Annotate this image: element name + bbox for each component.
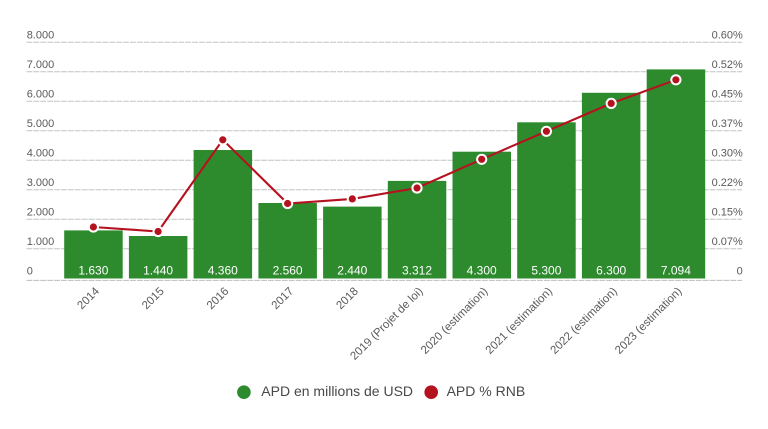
svg-text:0.07%: 0.07% [712, 236, 743, 248]
svg-text:APD en millions de USD: APD en millions de USD [261, 383, 413, 399]
svg-text:4.000: 4.000 [27, 147, 55, 159]
svg-text:3.000: 3.000 [27, 177, 55, 189]
svg-text:0.15%: 0.15% [712, 206, 743, 218]
svg-text:1.440: 1.440 [143, 263, 173, 277]
svg-text:0.22%: 0.22% [712, 177, 743, 189]
svg-text:0.52%: 0.52% [712, 59, 743, 71]
svg-text:0: 0 [737, 265, 743, 277]
svg-text:8.000: 8.000 [27, 29, 55, 41]
svg-text:5.000: 5.000 [27, 118, 55, 130]
svg-text:0: 0 [27, 265, 33, 277]
svg-text:4.300: 4.300 [467, 263, 497, 277]
svg-text:3.312: 3.312 [402, 263, 432, 277]
svg-text:0.37%: 0.37% [712, 118, 743, 130]
svg-text:2.000: 2.000 [27, 206, 55, 218]
svg-text:6.000: 6.000 [27, 88, 55, 100]
svg-text:6.300: 6.300 [596, 263, 626, 277]
svg-text:APD % RNB: APD % RNB [447, 383, 526, 399]
svg-text:0.60%: 0.60% [712, 29, 743, 41]
svg-text:1.630: 1.630 [78, 263, 108, 277]
svg-text:5.300: 5.300 [531, 263, 561, 277]
svg-text:1.000: 1.000 [27, 236, 55, 248]
svg-text:2.440: 2.440 [337, 263, 367, 277]
svg-text:7.094: 7.094 [661, 263, 691, 277]
svg-text:0.45%: 0.45% [712, 88, 743, 100]
svg-text:7.000: 7.000 [27, 59, 55, 71]
svg-text:0.30%: 0.30% [712, 147, 743, 159]
svg-text:4.360: 4.360 [208, 263, 238, 277]
svg-text:2.560: 2.560 [273, 263, 303, 277]
